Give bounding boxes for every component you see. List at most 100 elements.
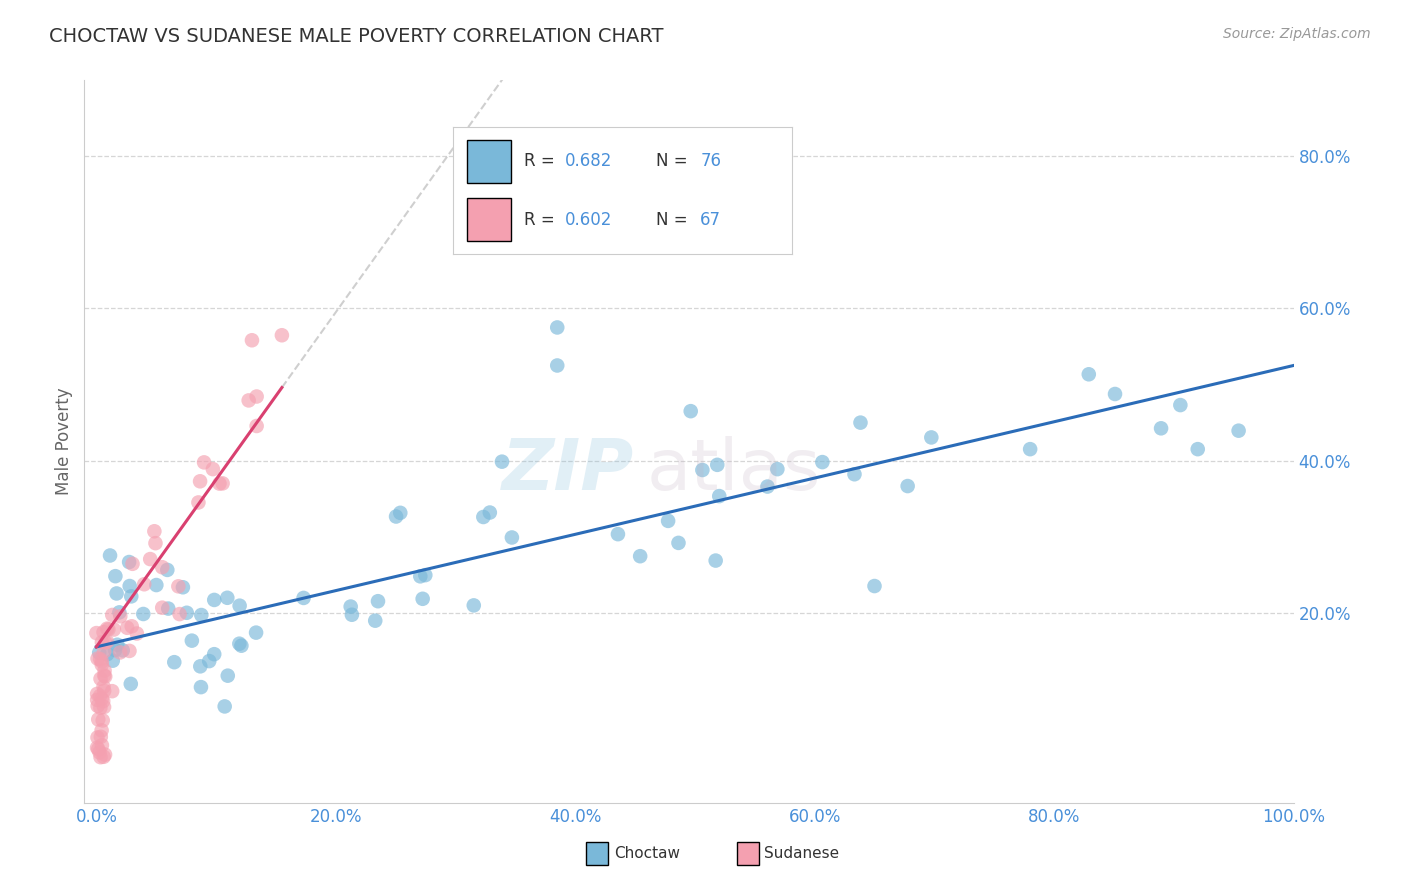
Point bbox=[340, 607, 363, 622]
Point bbox=[246, 419, 269, 434]
Point bbox=[409, 569, 432, 583]
Point bbox=[118, 644, 141, 658]
Point bbox=[478, 506, 501, 520]
Point bbox=[93, 664, 115, 678]
Point bbox=[246, 390, 269, 404]
Point bbox=[87, 713, 110, 727]
Point bbox=[704, 553, 727, 567]
Point bbox=[108, 606, 131, 620]
Point bbox=[120, 590, 142, 604]
Point bbox=[89, 700, 111, 714]
Point bbox=[270, 328, 292, 343]
Point bbox=[180, 633, 202, 648]
Point bbox=[167, 579, 190, 593]
Point bbox=[228, 599, 250, 613]
Point bbox=[90, 691, 112, 706]
Point bbox=[89, 672, 111, 686]
Point bbox=[231, 639, 253, 653]
Point bbox=[89, 652, 111, 666]
Point bbox=[1019, 442, 1042, 457]
Point bbox=[93, 668, 115, 682]
Point bbox=[202, 647, 225, 661]
Point bbox=[134, 577, 156, 591]
Point bbox=[90, 730, 112, 744]
Point bbox=[104, 569, 127, 583]
Point bbox=[86, 740, 108, 755]
Point bbox=[211, 476, 233, 491]
FancyBboxPatch shape bbox=[586, 842, 607, 865]
Point bbox=[863, 579, 886, 593]
Point bbox=[208, 476, 231, 491]
Point bbox=[190, 608, 212, 623]
Point bbox=[188, 659, 211, 673]
Point bbox=[98, 549, 121, 563]
Point bbox=[90, 738, 112, 752]
Point bbox=[188, 475, 211, 489]
Point bbox=[110, 609, 132, 624]
Point bbox=[96, 634, 118, 648]
Point bbox=[849, 416, 872, 430]
Point bbox=[546, 320, 568, 334]
Point bbox=[86, 651, 108, 665]
Point bbox=[501, 531, 523, 545]
Point bbox=[169, 607, 191, 621]
Point bbox=[111, 643, 134, 657]
Point bbox=[103, 623, 125, 637]
Point bbox=[86, 698, 108, 713]
Point bbox=[94, 669, 117, 683]
Point bbox=[120, 677, 142, 691]
Point bbox=[93, 749, 115, 764]
Point bbox=[628, 549, 651, 564]
Point bbox=[228, 637, 250, 651]
Point bbox=[657, 514, 679, 528]
Point bbox=[93, 625, 115, 640]
Point bbox=[91, 714, 114, 728]
Point bbox=[709, 489, 731, 503]
Point bbox=[125, 626, 148, 640]
FancyBboxPatch shape bbox=[737, 842, 759, 865]
Point bbox=[150, 560, 173, 574]
Point bbox=[606, 527, 628, 541]
Point bbox=[90, 657, 112, 672]
Point bbox=[101, 684, 124, 698]
Point bbox=[108, 645, 131, 659]
Y-axis label: Male Poverty: Male Poverty bbox=[55, 388, 73, 495]
Point bbox=[546, 359, 568, 373]
Point bbox=[90, 635, 112, 649]
Point bbox=[198, 654, 221, 668]
Text: atlas: atlas bbox=[647, 436, 821, 505]
Point bbox=[364, 614, 387, 628]
Point bbox=[121, 619, 143, 633]
Text: ZIP: ZIP bbox=[502, 436, 634, 505]
Point bbox=[101, 654, 124, 668]
Point bbox=[96, 622, 118, 636]
Text: Choctaw: Choctaw bbox=[614, 846, 681, 861]
Point bbox=[176, 606, 198, 620]
Point bbox=[1077, 368, 1099, 382]
Point bbox=[217, 591, 239, 605]
Point bbox=[1150, 421, 1173, 435]
Point bbox=[93, 645, 115, 659]
Point bbox=[90, 750, 112, 764]
Point bbox=[96, 647, 118, 661]
Point bbox=[118, 579, 141, 593]
Point bbox=[105, 586, 128, 600]
Point bbox=[86, 693, 108, 707]
Point bbox=[145, 536, 167, 550]
Point bbox=[86, 731, 108, 745]
Point bbox=[920, 430, 942, 444]
Point bbox=[668, 536, 690, 550]
Point bbox=[163, 655, 186, 669]
Point bbox=[94, 747, 117, 762]
Point bbox=[90, 655, 112, 669]
Point bbox=[115, 621, 138, 635]
Point bbox=[214, 699, 236, 714]
Point bbox=[118, 555, 141, 569]
Point bbox=[89, 745, 111, 759]
Point bbox=[217, 668, 239, 682]
Point bbox=[367, 594, 389, 608]
Point bbox=[412, 591, 434, 606]
Point bbox=[139, 552, 162, 566]
Point bbox=[105, 638, 128, 652]
Point bbox=[156, 563, 179, 577]
